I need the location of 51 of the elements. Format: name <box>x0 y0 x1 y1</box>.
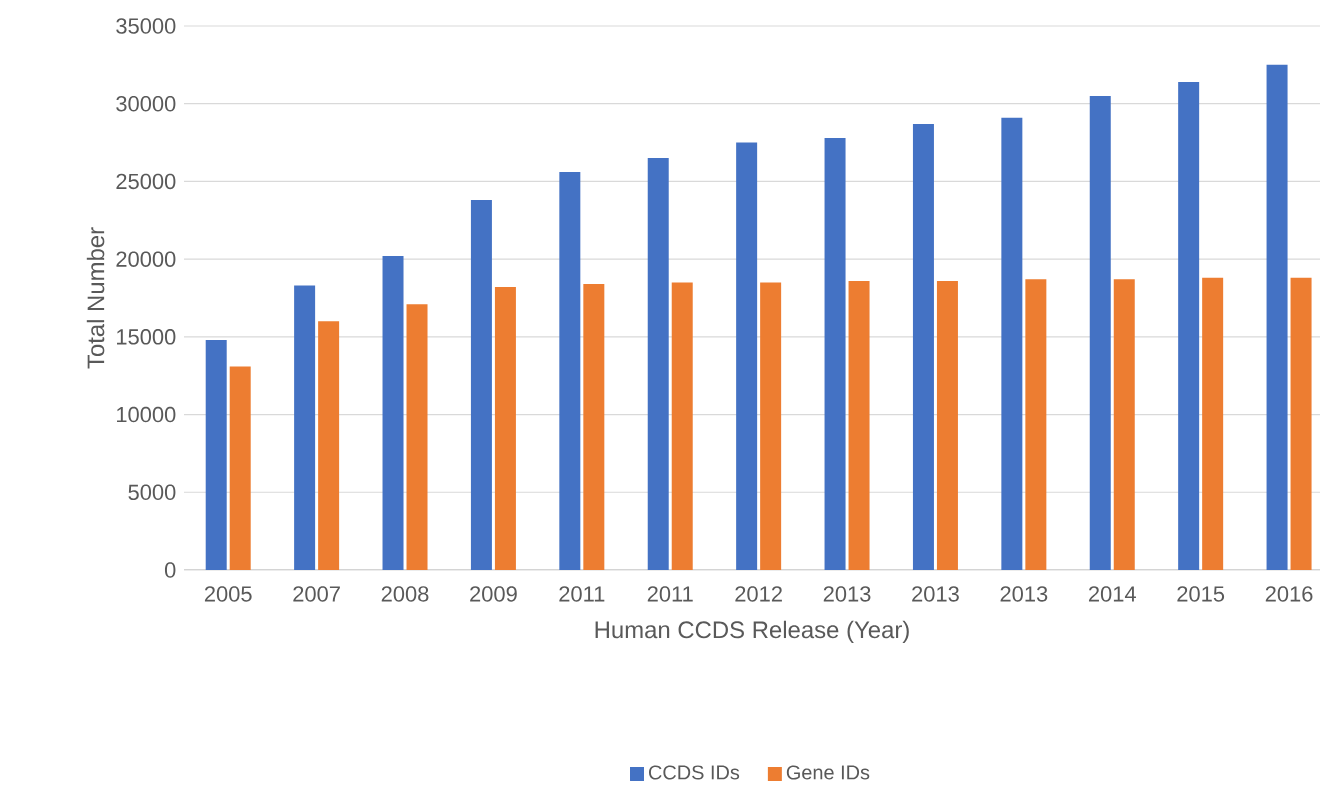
y-tick-label: 35000 <box>116 18 176 34</box>
legend-label: Gene IDs <box>786 765 870 780</box>
y-tick-label: 0 <box>164 562 176 578</box>
bar <box>1202 278 1224 571</box>
x-tick-label: 2015 <box>1177 586 1225 602</box>
x-tick-label: 2016 <box>1265 586 1313 602</box>
bar <box>760 282 782 571</box>
bar <box>1113 279 1135 571</box>
bar <box>1025 279 1047 571</box>
bar <box>912 124 934 571</box>
bar <box>1290 278 1312 571</box>
x-tick-label: 2013 <box>912 586 959 602</box>
x-axis-title: Human CCDS Release (Year) <box>595 620 909 644</box>
x-tick-label: 2014 <box>1088 586 1136 602</box>
x-tick-label: 2011 <box>559 586 605 602</box>
bar <box>382 256 404 571</box>
bar <box>936 281 958 571</box>
bar <box>1001 117 1023 571</box>
bar <box>406 304 428 571</box>
x-tick-label: 2013 <box>1000 586 1048 602</box>
bar <box>205 340 227 571</box>
bar <box>318 321 340 571</box>
bar <box>736 142 758 571</box>
x-tick-label: 2011 <box>647 586 693 602</box>
bar <box>848 281 870 571</box>
y-tick-label: 10000 <box>117 407 176 423</box>
y-tick-label: 20000 <box>116 251 176 268</box>
y-axis-title: Total Number <box>86 227 105 369</box>
bar <box>494 287 516 571</box>
legend-label: CCDS IDs <box>649 765 740 780</box>
x-tick-label: 2013 <box>823 586 871 602</box>
x-tick-label: 2009 <box>470 586 517 602</box>
y-tick-label: 5000 <box>128 484 176 501</box>
x-tick-label: 2012 <box>735 586 782 602</box>
bar <box>294 285 316 571</box>
bar <box>671 282 693 571</box>
bar <box>1266 65 1288 571</box>
x-tick-label: 2007 <box>293 586 340 602</box>
bar <box>1178 82 1200 571</box>
bar <box>583 284 605 571</box>
bar <box>470 200 492 571</box>
y-tick-label: 15000 <box>117 329 176 345</box>
y-tick-label: 30000 <box>116 96 176 112</box>
x-tick-label: 2008 <box>381 586 429 602</box>
bar <box>824 138 846 571</box>
bar <box>229 366 251 571</box>
bar <box>647 158 669 571</box>
x-tick-label: 2005 <box>204 586 252 602</box>
bar <box>559 172 581 571</box>
bar <box>1089 96 1111 571</box>
y-tick-label: 25000 <box>116 173 176 190</box>
